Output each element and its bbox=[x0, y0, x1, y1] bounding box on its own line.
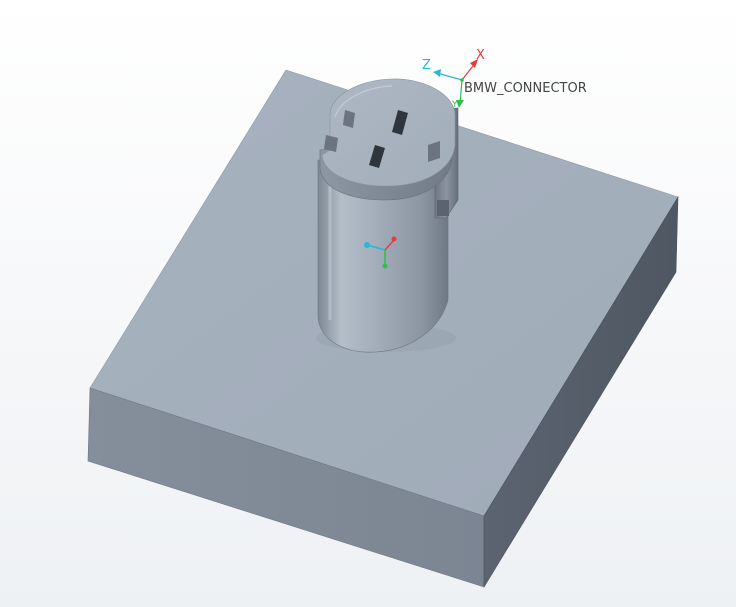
local-csys-y-dot bbox=[382, 263, 388, 269]
connector-notch-right bbox=[428, 141, 440, 162]
local-csys-x-dot bbox=[391, 236, 397, 242]
local-csys[interactable] bbox=[364, 236, 397, 269]
base-plate-right-face bbox=[483, 195, 679, 589]
local-csys-z-axis bbox=[366, 244, 386, 251]
connector-slot-1 bbox=[392, 110, 408, 135]
connector-notch-left-upper bbox=[343, 110, 355, 128]
connector-head-edge bbox=[334, 85, 393, 118]
local-csys-x-axis bbox=[384, 239, 395, 251]
csys-y-arrowhead bbox=[456, 100, 464, 108]
csys-x-arrowhead bbox=[470, 59, 478, 68]
connector-head[interactable] bbox=[319, 78, 456, 201]
csys-triad[interactable] bbox=[433, 59, 478, 108]
connector-head-top bbox=[321, 78, 456, 187]
csys-z-axis bbox=[436, 72, 463, 81]
connector-slot-2 bbox=[369, 145, 385, 168]
connector-cylinder-body bbox=[317, 159, 449, 353]
csys-name-label[interactable]: BMW_CONNECTOR bbox=[464, 81, 587, 96]
csys-y-label: Y bbox=[452, 100, 458, 110]
connector-tab-slot bbox=[437, 200, 449, 216]
connector-notch-left-lower bbox=[324, 135, 338, 152]
csys-origin bbox=[460, 78, 464, 82]
local-csys-z-dot bbox=[364, 242, 370, 248]
csys-z-label: Z bbox=[422, 58, 431, 73]
csys-x-label: X bbox=[476, 48, 485, 63]
csys-z-arrowhead bbox=[433, 69, 441, 77]
